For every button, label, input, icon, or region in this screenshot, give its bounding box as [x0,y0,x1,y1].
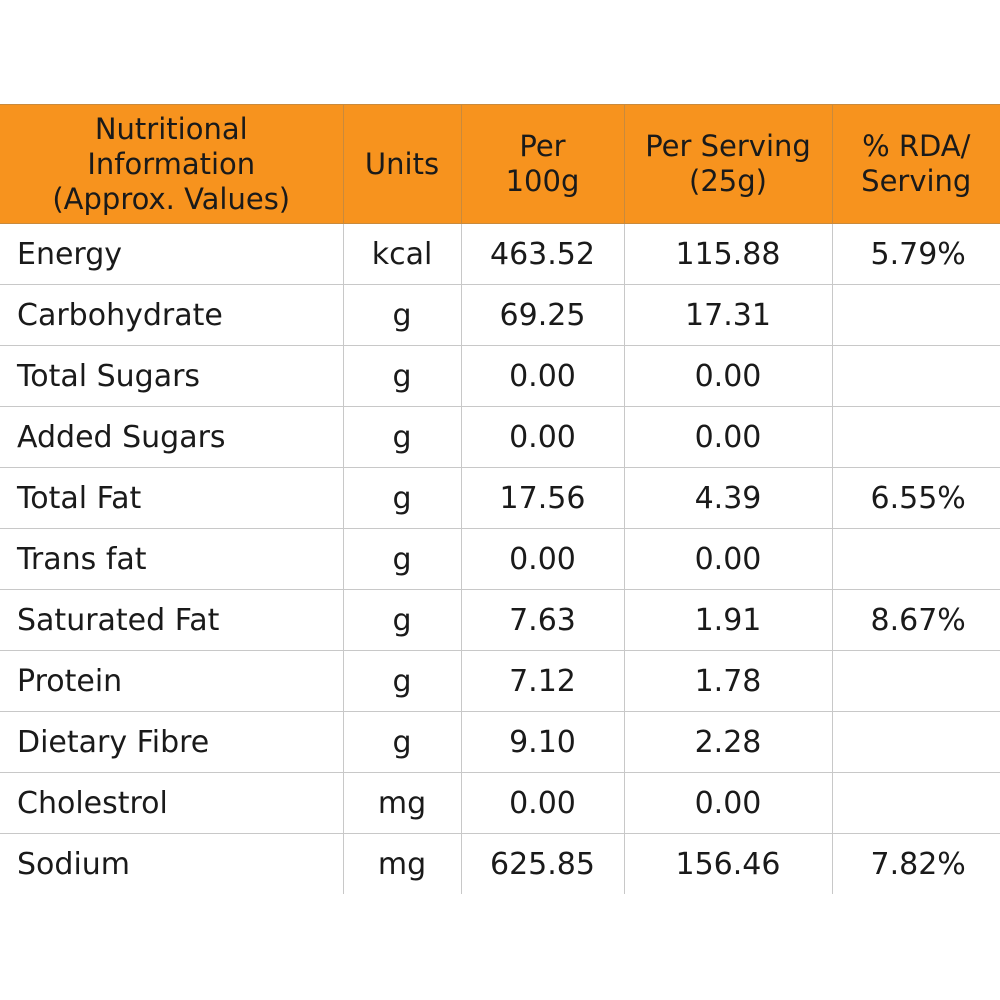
nutrient-unit: g [342,467,461,529]
nutrient-unit: g [342,589,461,651]
nutrient-unit: g [342,650,461,712]
header-nutritional-information: Nutritional Information (Approx. Values) [0,104,343,224]
nutrient-unit: g [342,406,461,468]
value-per-serving: 2.28 [623,711,832,773]
nutrient-unit: g [342,711,461,773]
table-row: Carbohydrate g 69.25 17.31 [0,284,1000,346]
header-line: (Approx. Values) [52,181,291,216]
nutrient-name: Dietary Fibre [0,711,343,773]
nutrition-facts-table: Nutritional Information (Approx. Values)… [0,104,1000,894]
value-rda [831,772,1000,834]
table-row: Added Sugars g 0.00 0.00 [0,406,1000,468]
value-rda: 8.67% [831,589,1000,651]
value-rda [831,284,1000,346]
value-per-serving: 0.00 [623,528,832,590]
value-per-100g: 0.00 [460,772,624,834]
value-rda [831,406,1000,468]
value-rda [831,711,1000,773]
nutrient-name: Total Sugars [0,345,343,407]
table-row: Total Fat g 17.56 4.39 6.55% [0,467,1000,529]
nutrient-name: Trans fat [0,528,343,590]
value-rda [831,528,1000,590]
nutrient-name: Saturated Fat [0,589,343,651]
value-per-serving: 17.31 [623,284,832,346]
nutrient-name: Energy [0,223,343,285]
header-line: (25g) [689,164,767,198]
table-row: Energy kcal 463.52 115.88 5.79% [0,223,1000,285]
table-header-row: Nutritional Information (Approx. Values)… [0,104,1000,224]
table-row: Total Sugars g 0.00 0.00 [0,345,1000,407]
value-per-serving: 115.88 [623,223,832,285]
header-line: Serving [861,164,972,198]
nutrient-unit: g [342,528,461,590]
value-per-100g: 7.63 [460,589,624,651]
nutrient-name: Added Sugars [0,406,343,468]
nutrient-name: Total Fat [0,467,343,529]
value-per-serving: 1.78 [623,650,832,712]
header-line: Per Serving [645,129,811,163]
header-line: Information [87,146,256,181]
value-per-serving: 4.39 [623,467,832,529]
header-line: 100g [505,164,580,198]
value-per-serving: 1.91 [623,589,832,651]
header-per-100g: Per 100g [460,104,624,224]
value-per-100g: 625.85 [460,833,624,894]
table-row: Sodium mg 625.85 156.46 7.82% [0,833,1000,894]
value-rda: 7.82% [831,833,1000,894]
header-per-serving: Per Serving (25g) [623,104,832,224]
table-row: Dietary Fibre g 9.10 2.28 [0,711,1000,773]
value-per-serving: 156.46 [623,833,832,894]
header-line: Units [364,146,440,181]
value-per-100g: 0.00 [460,528,624,590]
table-row: Cholestrol mg 0.00 0.00 [0,772,1000,834]
value-rda [831,345,1000,407]
value-per-100g: 0.00 [460,406,624,468]
value-per-100g: 9.10 [460,711,624,773]
value-per-serving: 0.00 [623,406,832,468]
value-per-serving: 0.00 [623,345,832,407]
header-rda-per-serving: % RDA/ Serving [831,104,1000,224]
nutrient-unit: mg [342,772,461,834]
table-row: Saturated Fat g 7.63 1.91 8.67% [0,589,1000,651]
value-rda [831,650,1000,712]
value-per-100g: 69.25 [460,284,624,346]
nutrient-name: Carbohydrate [0,284,343,346]
nutrient-unit: kcal [342,223,461,285]
header-line: Nutritional [94,111,248,146]
value-rda: 6.55% [831,467,1000,529]
nutrient-name: Protein [0,650,343,712]
table-row: Trans fat g 0.00 0.00 [0,528,1000,590]
nutrient-unit: mg [342,833,461,894]
header-units: Units [342,104,461,224]
value-per-100g: 0.00 [460,345,624,407]
nutrient-unit: g [342,284,461,346]
header-line: % RDA/ [862,129,971,163]
nutrient-name: Sodium [17,846,131,882]
header-line: Per [519,129,566,163]
value-rda: 5.79% [831,223,1000,285]
value-per-serving: 0.00 [623,772,832,834]
table-row: Protein g 7.12 1.78 [0,650,1000,712]
value-per-100g: 7.12 [460,650,624,712]
value-per-100g: 17.56 [460,467,624,529]
value-per-100g: 463.52 [460,223,624,285]
nutrient-unit: g [342,345,461,407]
nutrient-name: Cholestrol [0,772,343,834]
